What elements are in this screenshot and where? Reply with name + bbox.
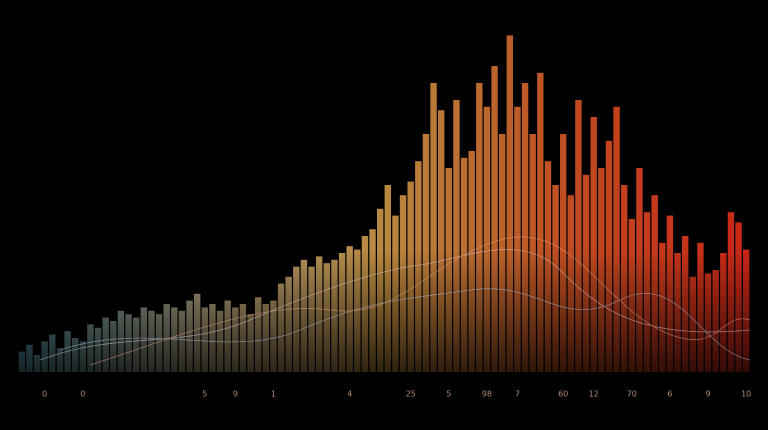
bar <box>430 83 437 372</box>
decorative-lines <box>39 236 751 366</box>
x-tick-label: 0 <box>80 390 85 399</box>
x-tick-label: 5 <box>446 390 451 399</box>
x-tick-label: 60 <box>558 390 568 399</box>
labels: 0 0 5 9 1 4 25 5 98 7 60 12 70 6 9 10 <box>42 390 751 399</box>
x-tick-label: 9 <box>233 390 238 399</box>
x-tick-label: 70 <box>627 390 637 399</box>
bar <box>590 117 597 372</box>
x-tick-label: 9 <box>706 390 711 399</box>
x-tick-label: 0 <box>42 390 47 399</box>
x-tick-label: 10 <box>741 390 751 399</box>
x-tick-label: 7 <box>515 390 520 399</box>
bar <box>575 100 582 372</box>
bar <box>506 35 514 373</box>
bar <box>476 83 483 372</box>
x-tick-label: 1 <box>271 390 276 399</box>
x-tick-label: 25 <box>406 390 416 399</box>
bar <box>521 83 529 372</box>
bottom-fade <box>18 250 750 372</box>
bar <box>453 100 460 372</box>
x-tick-label: 4 <box>347 390 352 399</box>
bar <box>613 106 620 373</box>
x-tick-label: 98 <box>482 390 492 399</box>
x-tick-label: 5 <box>202 390 207 399</box>
bar <box>437 110 445 372</box>
bar <box>483 106 491 373</box>
bar <box>491 66 498 372</box>
bar <box>514 106 521 373</box>
x-tick-label: 12 <box>589 390 599 399</box>
bar <box>537 72 544 373</box>
x-tick-label: 6 <box>667 390 672 399</box>
